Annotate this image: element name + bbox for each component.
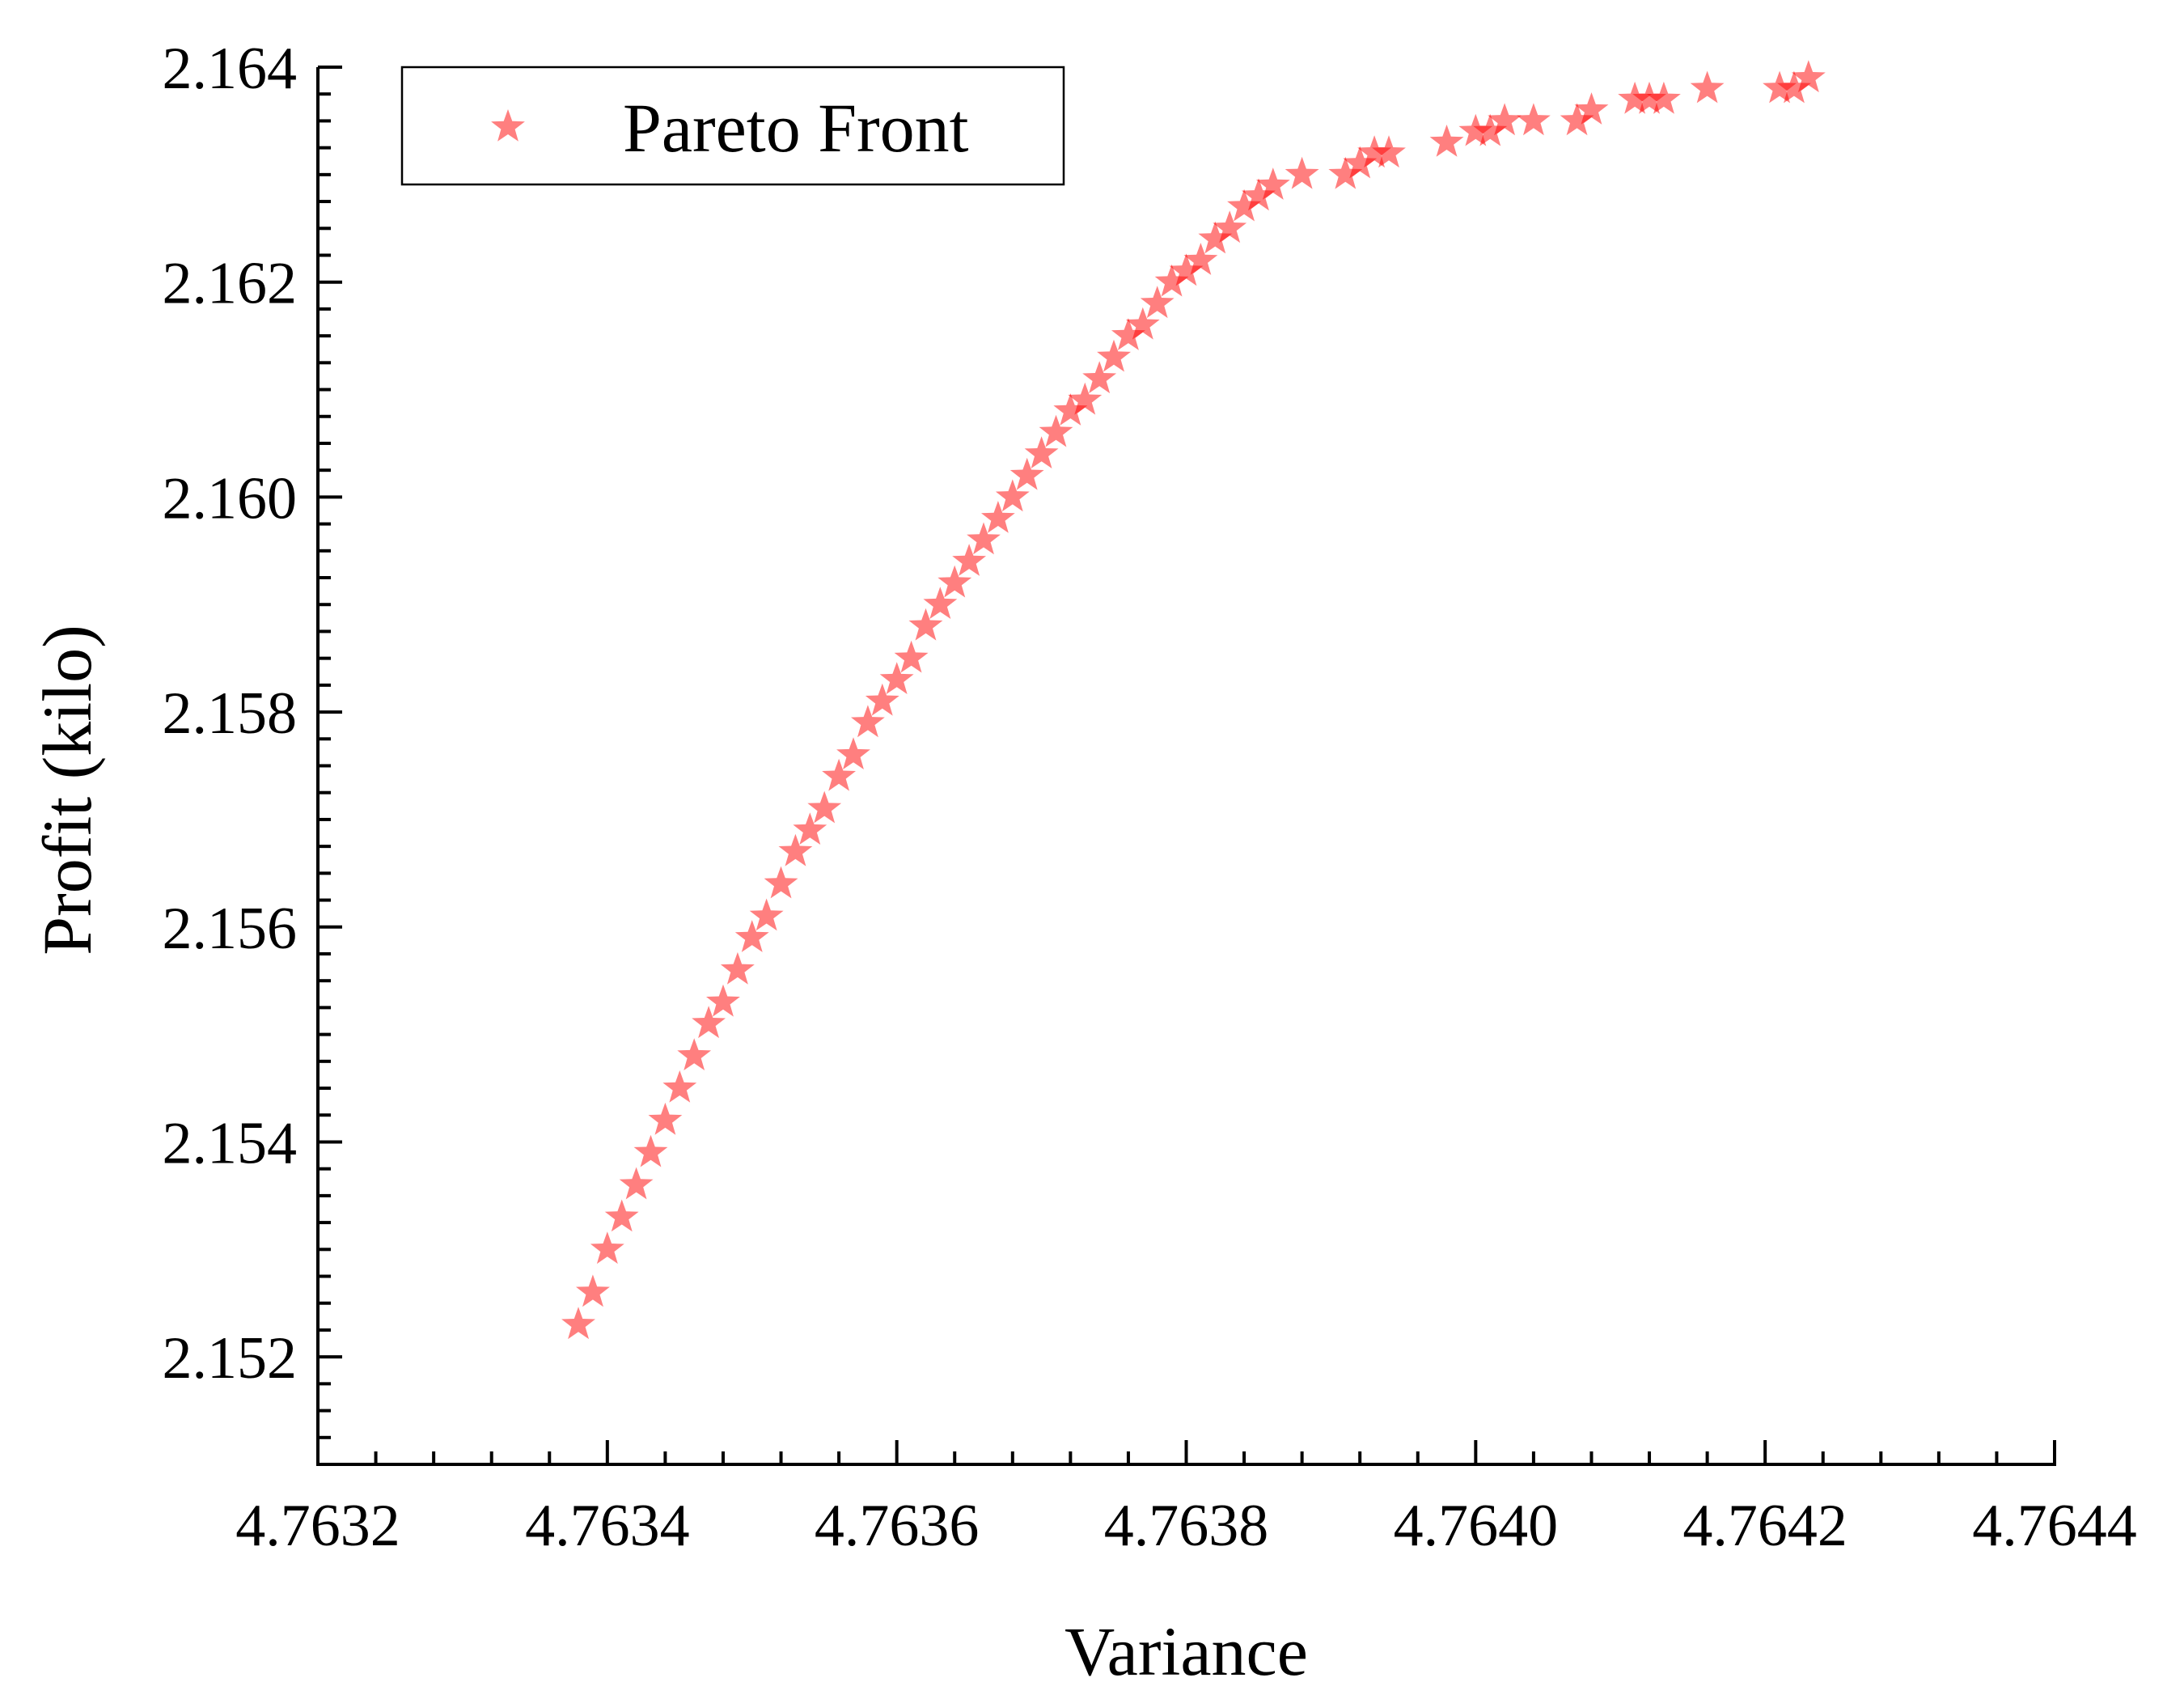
data-point (1777, 70, 1811, 104)
data-point (734, 920, 769, 952)
legend-entry-label: Pareto Front (623, 89, 969, 167)
data-point (1097, 339, 1131, 372)
data-point (1125, 307, 1160, 340)
axis-ticks (316, 66, 2056, 1466)
data-point (807, 790, 842, 824)
data-point (576, 1274, 610, 1307)
data-point (1372, 135, 1406, 168)
data-point (1255, 167, 1290, 200)
data-point (1763, 70, 1797, 104)
x-tick-label: 4.7644 (1972, 1493, 2137, 1559)
data-point (1198, 221, 1233, 254)
data-point (619, 1167, 654, 1200)
data-point (604, 1199, 639, 1232)
data-point (851, 705, 885, 738)
data-point (1183, 243, 1218, 275)
data-point (648, 1102, 683, 1135)
data-point (1227, 189, 1261, 222)
y-tick-label: 2.154 (163, 1110, 298, 1176)
x-tick-label: 4.7636 (815, 1493, 980, 1559)
data-point (1082, 361, 1117, 394)
x-tick-label: 4.7634 (525, 1493, 690, 1559)
data-point (1560, 103, 1594, 136)
data-point (561, 1307, 595, 1340)
data-point (720, 951, 755, 985)
legend-star-icon (491, 109, 525, 142)
data-point (1791, 60, 1826, 93)
data-point (793, 812, 827, 845)
x-tick-label: 4.7642 (1682, 1493, 1848, 1559)
y-tick-label: 2.158 (163, 680, 298, 747)
data-point (1357, 135, 1391, 168)
data-point (1517, 103, 1551, 136)
data-point (995, 479, 1030, 512)
y-axis-label: Profit (kilo) (28, 625, 106, 955)
data-point (1169, 253, 1204, 286)
data-point (1111, 318, 1145, 350)
data-point (836, 737, 870, 769)
data-point (1328, 156, 1363, 189)
data-point (1690, 70, 1725, 104)
x-tick-label: 4.7632 (235, 1493, 400, 1559)
data-point (764, 866, 798, 899)
data-point (923, 587, 958, 619)
axes-frame (316, 67, 2056, 1466)
data-point (677, 1038, 712, 1070)
legend: Pareto Front (400, 66, 1065, 186)
data-point (822, 758, 856, 791)
data-point (1285, 156, 1319, 189)
y-tick-label: 2.164 (163, 36, 298, 102)
x-tick-label: 4.7640 (1394, 1493, 1559, 1559)
data-point (967, 522, 1001, 555)
data-point (590, 1231, 624, 1265)
data-point (1618, 81, 1653, 114)
data-point (778, 833, 813, 866)
data-point (1647, 81, 1681, 114)
data-point (1024, 436, 1059, 468)
data-point (908, 608, 943, 641)
data-point (662, 1070, 697, 1103)
scatter-points (561, 60, 1826, 1340)
data-point (1429, 125, 1464, 157)
data-point (1039, 414, 1073, 447)
data-point (865, 683, 899, 716)
data-point (938, 565, 972, 598)
data-point (1632, 81, 1666, 114)
data-point (1574, 92, 1609, 125)
data-point (1154, 264, 1189, 297)
data-point (1458, 113, 1493, 146)
x-tick-label: 4.7638 (1104, 1493, 1269, 1559)
data-point (692, 1006, 726, 1039)
data-point (879, 662, 914, 694)
data-point (1488, 103, 1522, 136)
data-point (749, 898, 784, 931)
data-point (1473, 113, 1508, 146)
tick-labels: 4.7632 4.7634 4.7636 4.7638 4.7640 4.7642 4.76… (163, 36, 2137, 1559)
y-tick-label: 2.160 (163, 465, 298, 532)
data-point (894, 640, 929, 673)
data-point (1343, 146, 1378, 179)
y-tick-label: 2.152 (163, 1325, 298, 1392)
data-point (1242, 178, 1276, 211)
x-axis-label: Variance (1064, 1612, 1308, 1690)
data-point (1053, 393, 1088, 426)
y-tick-label: 2.162 (163, 251, 298, 317)
data-point (706, 984, 740, 1017)
data-point (1068, 382, 1103, 415)
data-point (1009, 457, 1044, 490)
y-tick-label: 2.156 (163, 896, 298, 962)
data-point (952, 544, 986, 576)
data-point (633, 1134, 668, 1167)
data-point (981, 501, 1015, 533)
data-point (1213, 210, 1247, 244)
data-point (1140, 286, 1175, 319)
